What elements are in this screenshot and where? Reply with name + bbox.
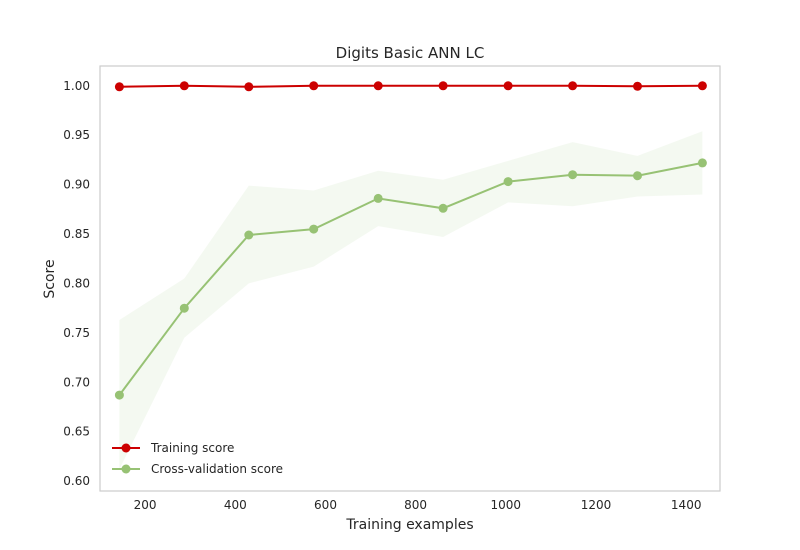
- legend: Training score Cross-validation score: [112, 441, 283, 476]
- legend-marker-1: [121, 464, 131, 474]
- legend-label-0: Training score: [150, 441, 234, 455]
- plot-frame: [99, 65, 721, 492]
- series-1-point: [179, 303, 189, 313]
- x-tick-label: 400: [224, 498, 247, 512]
- series-1-point: [697, 158, 707, 168]
- series-0-point: [438, 81, 448, 91]
- series-0-point: [244, 82, 254, 92]
- series-lines: [118, 84, 703, 396]
- series-0-point: [697, 81, 707, 91]
- x-axis-label: Training examples: [345, 517, 473, 533]
- series-0-point: [568, 81, 578, 91]
- series-0-point: [633, 81, 642, 91]
- chart-title: Digits Basic ANN LC: [336, 44, 485, 62]
- y-tick-label: 0.85: [63, 227, 90, 241]
- series-1-point: [373, 193, 383, 203]
- x-axis-ticks: 200 400 600 800 1000 1200 1400: [134, 498, 702, 512]
- y-tick-label: 0.70: [63, 375, 90, 389]
- series-1-point: [568, 170, 578, 180]
- y-tick-label: 0.65: [63, 425, 90, 439]
- series-1-point: [244, 230, 254, 240]
- x-tick-label: 1000: [491, 498, 522, 512]
- series-0-point: [114, 82, 124, 92]
- series-1-point: [309, 224, 319, 234]
- legend-label-1: Cross-validation score: [151, 462, 283, 476]
- series-0-point: [503, 81, 513, 91]
- y-tick-label: 0.80: [63, 276, 90, 290]
- legend-marker-0: [121, 443, 131, 453]
- series-0-point: [179, 81, 189, 91]
- series-0-point: [309, 81, 319, 91]
- series-1-band: [119, 131, 703, 470]
- x-tick-label: 600: [314, 498, 337, 512]
- series-1-point: [114, 390, 124, 400]
- series-0-line: [119, 84, 703, 88]
- y-tick-label: 0.75: [63, 326, 90, 340]
- x-tick-label: 200: [134, 498, 157, 512]
- series-0-point: [373, 81, 383, 91]
- y-axis-label: Score: [42, 259, 58, 298]
- series-points: [114, 81, 707, 400]
- series-1-line: [118, 161, 703, 396]
- y-tick-label: 0.60: [63, 474, 90, 488]
- x-tick-label: 800: [404, 498, 427, 512]
- y-tick-label: 1.00: [63, 79, 90, 93]
- y-tick-label: 0.95: [63, 128, 90, 142]
- y-tick-label: 0.90: [63, 178, 90, 192]
- series-1-point: [438, 203, 448, 213]
- series-1-point: [633, 171, 642, 181]
- x-tick-label: 1200: [581, 498, 612, 512]
- series-1-point: [503, 177, 513, 187]
- y-axis-ticks: 0.60 0.65 0.70 0.75 0.80 0.85 0.90 0.95 1.00: [63, 79, 90, 488]
- x-tick-label: 1400: [671, 498, 702, 512]
